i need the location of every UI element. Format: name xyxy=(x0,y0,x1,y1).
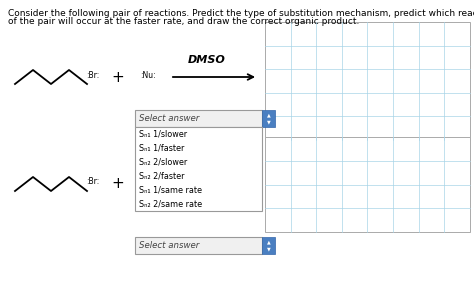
Text: DMSO: DMSO xyxy=(188,55,226,65)
Text: Sₙ₁ 1/faster: Sₙ₁ 1/faster xyxy=(139,143,184,152)
Text: +: + xyxy=(111,69,124,84)
Text: of the pair will occur at the faster rate, and draw the correct organic product.: of the pair will occur at the faster rat… xyxy=(8,17,359,26)
Bar xyxy=(262,237,275,254)
Text: H₂O: H₂O xyxy=(195,162,219,172)
Text: Sₙ₂ 2/same rate: Sₙ₂ 2/same rate xyxy=(139,199,202,208)
Bar xyxy=(262,110,275,127)
Text: Sₙ₂ 2/faster: Sₙ₂ 2/faster xyxy=(139,171,184,180)
Text: ▼: ▼ xyxy=(266,120,270,125)
Text: Select answer: Select answer xyxy=(139,241,199,250)
Text: :Nu:: :Nu: xyxy=(140,70,156,79)
Text: Sₙ₁ 1/same rate: Sₙ₁ 1/same rate xyxy=(139,185,202,194)
Text: ▲: ▲ xyxy=(266,112,270,117)
Bar xyxy=(265,137,470,232)
Bar xyxy=(135,237,262,254)
Text: :Br:: :Br: xyxy=(86,70,100,79)
Text: ▼: ▼ xyxy=(266,247,270,252)
Text: Sₙ₂ 2/slower: Sₙ₂ 2/slower xyxy=(139,157,187,166)
Text: Sₙ₁ 1/slower: Sₙ₁ 1/slower xyxy=(139,129,187,138)
Bar xyxy=(265,22,470,140)
Text: Select answer: Select answer xyxy=(139,114,199,123)
Text: :Nu:: :Nu: xyxy=(140,178,156,187)
Bar xyxy=(135,127,262,211)
Text: :Br:: :Br: xyxy=(86,178,100,187)
Text: ▲: ▲ xyxy=(266,239,270,244)
Bar xyxy=(135,110,262,127)
Text: +: + xyxy=(111,176,124,192)
Text: Consider the following pair of reactions. Predict the type of substitution mecha: Consider the following pair of reactions… xyxy=(8,9,474,18)
